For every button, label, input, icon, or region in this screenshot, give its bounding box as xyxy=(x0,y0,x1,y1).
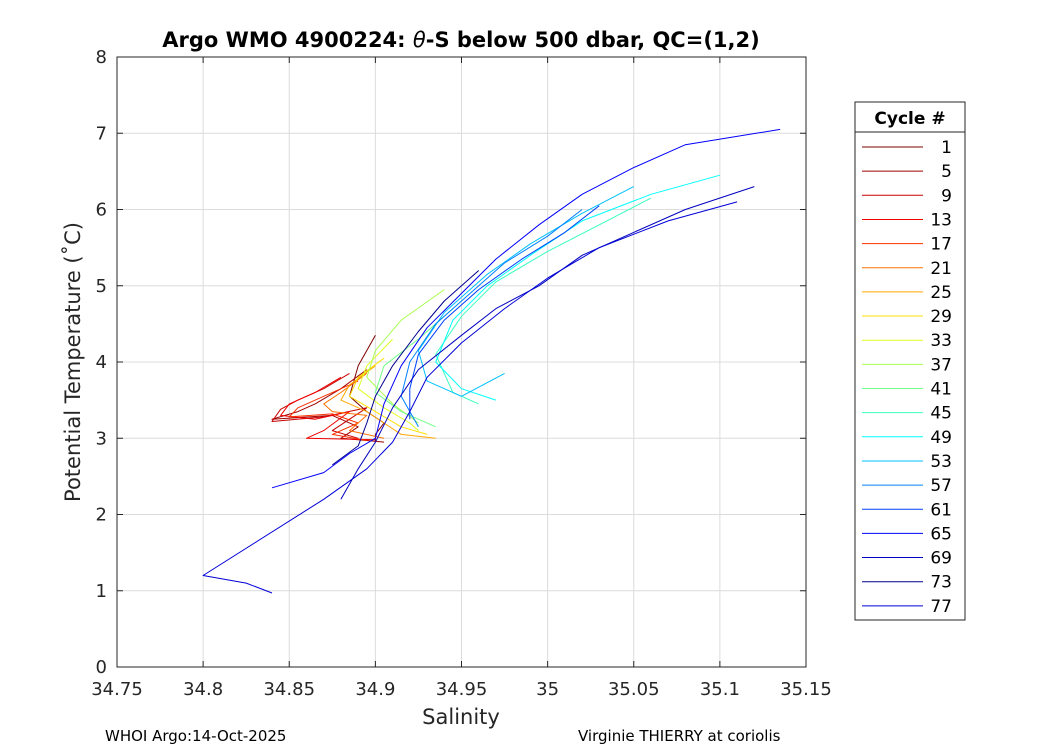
y-tick-label: 6 xyxy=(96,200,107,221)
legend-label-cycle-33: 33 xyxy=(930,331,952,351)
legend-label-cycle-17: 17 xyxy=(930,235,952,255)
legend-label-cycle-49: 49 xyxy=(930,428,952,448)
legend-label-cycle-73: 73 xyxy=(930,573,952,593)
x-tick-label: 34.85 xyxy=(263,679,315,700)
legend-label-cycle-25: 25 xyxy=(930,283,952,303)
legend-label-cycle-1: 1 xyxy=(941,138,952,158)
y-tick-label: 7 xyxy=(96,123,107,144)
legend-title: Cycle # xyxy=(874,109,945,129)
series-line-cycle-25 xyxy=(340,365,436,439)
x-tick-label: 34.95 xyxy=(436,679,488,700)
series-line-cycle-73 xyxy=(332,270,480,466)
footer-left: WHOI Argo:14-Oct-2025 xyxy=(105,727,286,745)
series-line-cycle-57 xyxy=(400,209,583,428)
x-tick-label: 34.8 xyxy=(183,679,223,700)
legend-label-cycle-69: 69 xyxy=(930,549,952,569)
title-theta-symbol: θ xyxy=(413,28,426,52)
y-tick-label: 3 xyxy=(96,428,107,449)
legend-label-cycle-61: 61 xyxy=(930,500,952,520)
legend-label-cycle-13: 13 xyxy=(930,210,952,230)
series-lines xyxy=(202,128,781,594)
series-line-cycle-17 xyxy=(288,380,367,441)
series-line-cycle-45 xyxy=(435,197,652,405)
x-axis-label: Salinity xyxy=(422,705,500,729)
legend-label-cycle-77: 77 xyxy=(930,597,952,617)
y-tick-label: 8 xyxy=(96,47,107,68)
y-tick-label: 1 xyxy=(96,581,107,602)
series-line-cycle-37 xyxy=(366,289,445,424)
y-tick-label: 2 xyxy=(96,505,107,526)
legend-items: 1 5 9 13 17 21 25 29 33 37 41 45 49 53 57 61 65 69 73 77 xyxy=(862,138,952,617)
legend-label-cycle-57: 57 xyxy=(930,476,952,496)
legend: Cycle # 1 5 9 13 17 21 25 29 33 37 41 45 49 53 57 61 65 6… xyxy=(854,101,966,621)
title-prefix: Argo WMO 4900224: xyxy=(162,28,413,52)
legend-label-cycle-9: 9 xyxy=(941,186,952,206)
legend-label-cycle-5: 5 xyxy=(941,162,952,182)
series-line-cycle-61 xyxy=(409,205,600,420)
x-tick-label: 34.75 xyxy=(91,679,143,700)
title-suffix: -S below 500 dbar, QC=(1,2) xyxy=(426,28,760,52)
legend-label-cycle-45: 45 xyxy=(930,404,952,424)
series-line-cycle-33 xyxy=(357,338,419,431)
x-axis-ticks: 34.75 34.8 34.85 34.9 34.95 35 35.05 35.1 35.15 xyxy=(91,57,832,700)
x-tick-label: 34.9 xyxy=(355,679,395,700)
series-line-cycle-77 xyxy=(202,201,738,594)
series-line-cycle-21 xyxy=(323,372,385,439)
y-tick-label: 5 xyxy=(96,276,107,297)
x-tick-label: 35.15 xyxy=(780,679,832,700)
series-line-cycle-65 xyxy=(271,128,781,489)
legend-label-cycle-37: 37 xyxy=(930,355,952,375)
series-line-cycle-41 xyxy=(374,308,454,428)
series-line-cycle-13 xyxy=(280,376,376,441)
legend-label-cycle-41: 41 xyxy=(930,380,952,400)
series-line-cycle-29 xyxy=(349,357,428,435)
x-tick-label: 35.05 xyxy=(608,679,660,700)
y-tick-label: 4 xyxy=(96,352,107,373)
legend-label-cycle-65: 65 xyxy=(930,524,952,544)
y-tick-label: 0 xyxy=(96,657,107,678)
chart-title: Argo WMO 4900224: θ-S below 500 dbar, QC… xyxy=(162,28,759,52)
footer-right: Virginie THIERRY at coriolis xyxy=(578,727,781,745)
legend-label-cycle-21: 21 xyxy=(930,259,952,279)
y-axis-ticks: 0 1 2 3 4 5 6 7 8 xyxy=(96,47,806,678)
y-axis-label: Potential Temperature (˚C) xyxy=(61,222,85,502)
series-line-cycle-69 xyxy=(340,186,755,500)
x-tick-label: 35.1 xyxy=(700,679,740,700)
legend-label-cycle-29: 29 xyxy=(930,307,952,327)
x-tick-label: 35 xyxy=(536,679,559,700)
legend-label-cycle-53: 53 xyxy=(930,452,952,472)
series-line-cycle-49 xyxy=(435,174,721,401)
